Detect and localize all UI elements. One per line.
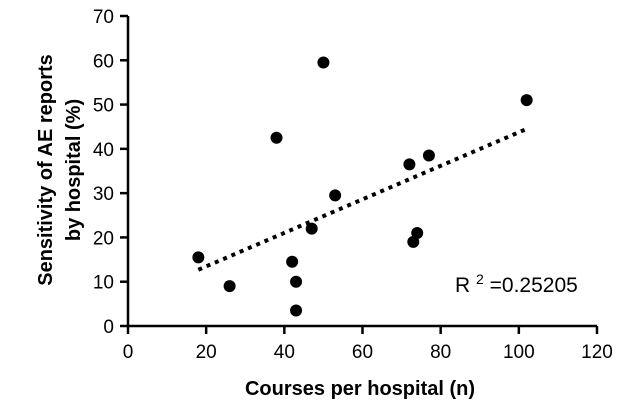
data-point [317, 56, 330, 69]
trendline [197, 127, 528, 272]
x-axis-title: Courses per hospital (n) [245, 378, 475, 400]
x-tick-label: 120 [581, 342, 613, 363]
y-tick-label: 30 [93, 184, 114, 205]
y-tick-label: 50 [93, 96, 114, 117]
r-symbol: R [455, 274, 470, 297]
x-tick-label: 0 [123, 342, 134, 363]
data-point [290, 275, 303, 288]
y-axis-ticks: 0 10 20 30 40 50 60 70 [93, 7, 128, 338]
y-tick-label: 20 [93, 228, 114, 249]
y-tick-label: 70 [93, 7, 114, 28]
r-squared-annotation: R 2 =0.25205 [455, 266, 578, 297]
r-value: =0.25205 [490, 274, 578, 297]
y-tick-label: 10 [93, 273, 114, 294]
y-axis-title: Sensitivity of AE reports by hospital (%… [35, 54, 85, 286]
data-point [305, 222, 318, 235]
y-tick-label: 60 [93, 51, 114, 72]
x-tick-label: 100 [503, 342, 535, 363]
data-point [290, 304, 303, 317]
x-tick-label: 20 [196, 342, 217, 363]
data-point [192, 251, 205, 264]
y-axis-title-line-1: Sensitivity of AE reports [35, 54, 57, 286]
data-point [411, 227, 424, 239]
data-point [270, 131, 283, 144]
data-point [422, 149, 435, 162]
data-points [192, 56, 533, 317]
x-tick-label: 80 [430, 342, 451, 363]
x-tick-label: 60 [352, 342, 373, 363]
r-exponent: 2 [476, 271, 484, 287]
data-point [286, 255, 299, 268]
x-tick-label: 40 [274, 342, 295, 363]
y-tick-label: 40 [93, 140, 114, 161]
x-axis-ticks: 0 20 40 60 80 100 120 [123, 326, 613, 363]
data-point [520, 94, 533, 107]
data-point [223, 280, 236, 293]
y-axis-title-line-2: by hospital (%) [63, 99, 85, 241]
data-point [329, 189, 342, 202]
data-point [403, 158, 416, 171]
y-tick-label: 0 [103, 317, 114, 338]
